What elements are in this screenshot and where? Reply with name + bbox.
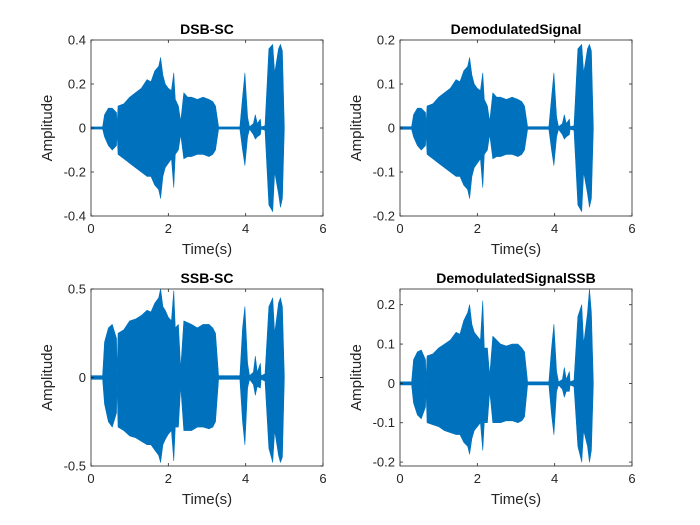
y-tick-label: -0.1 (373, 165, 395, 180)
x-tick-label: 6 (628, 471, 635, 486)
chart-title: DSB-SC (180, 21, 234, 37)
y-axis-label: Amplitude (39, 344, 56, 411)
x-tick-label: 0 (396, 221, 403, 236)
y-tick-label: 0 (79, 370, 86, 385)
y-tick-label: -0.4 (64, 209, 86, 224)
x-tick-label: 4 (242, 221, 249, 236)
x-tick-label: 6 (628, 221, 635, 236)
chart-title: SSB-SC (181, 270, 234, 286)
subplot-2: 0 2 4 6 -0.2 -0.1 0 0.1 0.2 DemodulatedSignal Time… (348, 21, 636, 258)
y-tick-label: 0.2 (68, 77, 86, 92)
y-tick-label: -0.5 (64, 459, 86, 474)
signal-series (399, 288, 594, 463)
signal-series (90, 288, 285, 463)
x-tick-label: 2 (474, 471, 481, 486)
chart-title: DemodulatedSignalSSB (436, 270, 595, 286)
y-axis-label: Amplitude (348, 95, 365, 162)
y-tick-label: 0 (388, 376, 395, 391)
y-tick-label: 0.5 (68, 282, 86, 297)
y-axis-label: Amplitude (39, 95, 56, 162)
x-tick-label: 6 (319, 471, 326, 486)
signal-series (399, 44, 594, 212)
y-tick-label: -0.2 (373, 209, 395, 224)
x-axis-label: Time(s) (491, 241, 541, 258)
subplot-4: 0 2 4 6 -0.2 -0.1 0 0.1 0.2 DemodulatedSignalSSB T… (348, 270, 636, 508)
x-axis-label: Time(s) (182, 241, 232, 258)
x-tick-label: 2 (165, 471, 172, 486)
y-axis-label: Amplitude (348, 344, 365, 411)
chart-title: DemodulatedSignal (451, 21, 582, 37)
y-tick-label: 0.4 (68, 33, 86, 48)
y-tick-label: -0.2 (373, 455, 395, 470)
signal-series (90, 44, 285, 212)
x-tick-label: 2 (474, 221, 481, 236)
x-axis-label: Time(s) (491, 491, 541, 508)
y-tick-label: -0.1 (373, 415, 395, 430)
x-tick-label: 2 (165, 221, 172, 236)
signal-envelope (399, 288, 594, 463)
y-tick-label: 0.1 (377, 77, 395, 92)
x-tick-label: 4 (551, 471, 558, 486)
y-tick-label: 0 (388, 121, 395, 136)
y-tick-label: 0.2 (377, 33, 395, 48)
axes-box (399, 288, 633, 467)
x-axis-label: Time(s) (182, 491, 232, 508)
signal-envelope (90, 288, 285, 463)
x-tick-label: 0 (87, 221, 94, 236)
y-tick-label: 0.2 (377, 297, 395, 312)
x-tick-label: 4 (242, 471, 249, 486)
y-tick-label: 0 (79, 121, 86, 136)
x-tick-label: 4 (551, 221, 558, 236)
x-tick-label: 6 (319, 221, 326, 236)
y-tick-label: 0.1 (377, 337, 395, 352)
subplot-1: 0 2 4 6 -0.4 -0.2 0 0.2 0.4 DSB-SC Time(s) Amplitud… (39, 21, 327, 258)
x-tick-label: 0 (87, 471, 94, 486)
x-tick-label: 0 (396, 471, 403, 486)
y-tick-label: -0.2 (64, 165, 86, 180)
